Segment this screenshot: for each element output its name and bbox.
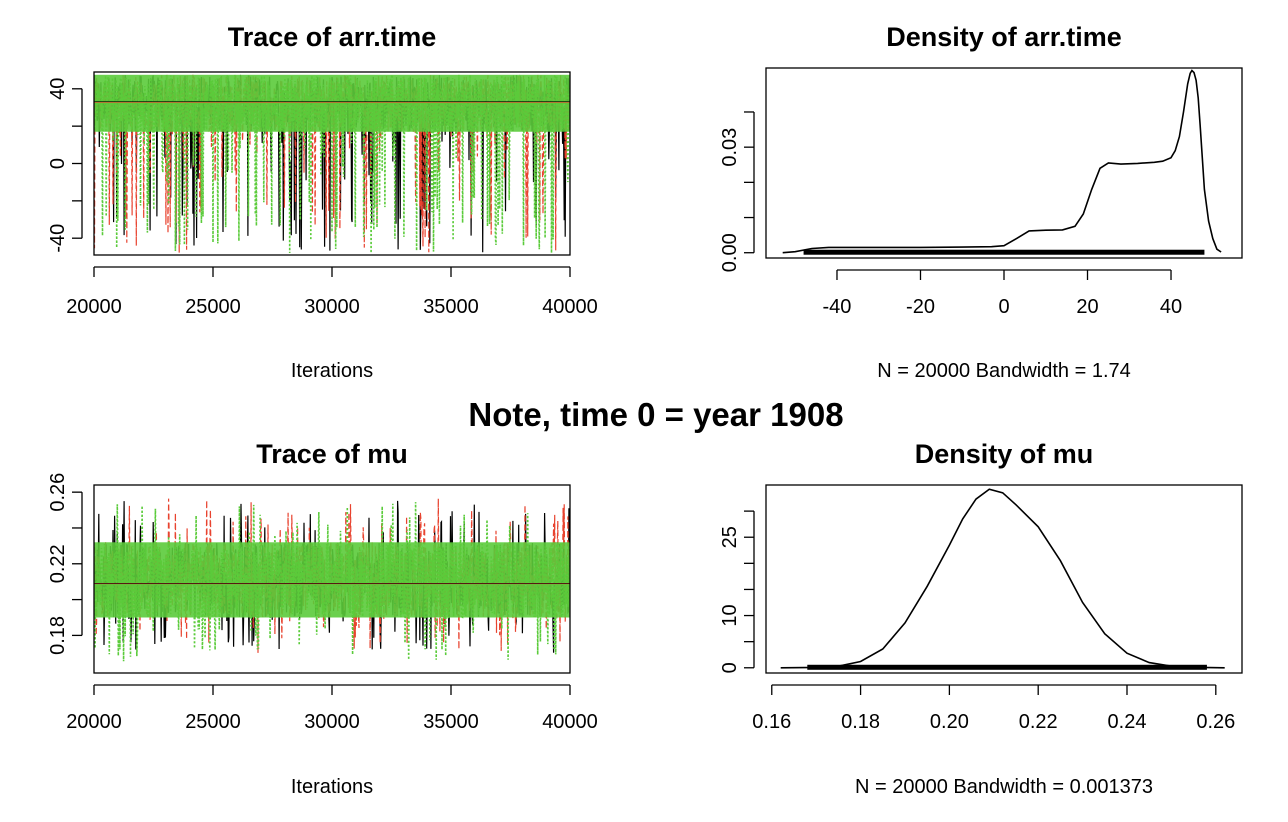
rug-marks (803, 249, 1205, 255)
x-tick-label: 40000 (542, 296, 598, 318)
chart-density-arr-time: Density of arr.time -40 -20 0 20 40 0.00 0.03 N … (719, 22, 1243, 382)
y-tick-label: 0 (719, 662, 741, 673)
x-tick-label: 20 (1076, 296, 1098, 318)
chart-title: Density of arr.time (886, 22, 1122, 52)
x-tick-label: 0.18 (841, 711, 880, 733)
x-tick-label: 25000 (185, 711, 241, 733)
density-curve (780, 488, 1225, 669)
x-axis-label: N = 20000 Bandwidth = 1.74 (877, 360, 1131, 382)
x-tick-label: 35000 (423, 711, 479, 733)
plot-frame (765, 484, 1243, 674)
x-tick-label: 40 (1160, 296, 1182, 318)
y-tick-label: 0.18 (47, 616, 69, 655)
x-tick-label: 0.26 (1196, 711, 1235, 733)
chart-trace-mu: Trace of mu 20000 25000 30000 35000 40000 0.18… (47, 439, 598, 798)
y-tick-label: 40 (47, 78, 69, 100)
x-tick-label: 35000 (423, 296, 479, 318)
x-axis-label: N = 20000 Bandwidth = 0.001373 (855, 776, 1153, 798)
trace-density-band (94, 542, 570, 618)
x-tick-label: 20000 (66, 711, 122, 733)
y-tick-label: 0.00 (719, 233, 741, 272)
plot-frame (93, 71, 571, 256)
x-tick-label: -40 (823, 296, 852, 318)
trace-area (94, 498, 570, 662)
x-tick-label: 40000 (542, 711, 598, 733)
x-tick-label: 20000 (66, 296, 122, 318)
plot-frame (765, 67, 1243, 259)
plot-frame (93, 484, 571, 674)
x-tick-label: -20 (906, 296, 935, 318)
chart-title: Density of mu (915, 439, 1094, 469)
x-tick-label: 0.16 (752, 711, 791, 733)
y-tick-label: 25 (719, 526, 741, 548)
density-curve (782, 69, 1222, 254)
x-axis-label: Iterations (291, 360, 373, 382)
chart-density-mu: Density of mu 0.16 0.18 0.20 0.22 0.24 0.26 0 10… (719, 439, 1243, 798)
y-tick-label: 0.26 (47, 473, 69, 512)
chart-title: Trace of arr.time (228, 22, 437, 52)
chart-title: Trace of mu (256, 439, 408, 469)
x-axis-label: Iterations (291, 776, 373, 798)
y-tick-label: 0 (47, 158, 69, 169)
x-tick-label: 30000 (304, 711, 360, 733)
trace-area (94, 72, 570, 254)
x-tick-label: 0 (998, 296, 1009, 318)
x-tick-label: 0.22 (1019, 711, 1058, 733)
figure-title: Note, time 0 = year 1908 (468, 396, 843, 433)
x-tick-label: 25000 (185, 296, 241, 318)
y-tick-label: 0.22 (47, 544, 69, 583)
y-tick-label: -40 (47, 224, 69, 253)
y-tick-label: 0.03 (719, 128, 741, 167)
x-tick-label: 30000 (304, 296, 360, 318)
y-tick-label: 10 (719, 604, 741, 626)
x-tick-label: 0.24 (1108, 711, 1147, 733)
x-tick-label: 0.20 (930, 711, 969, 733)
rug-marks (807, 664, 1207, 670)
